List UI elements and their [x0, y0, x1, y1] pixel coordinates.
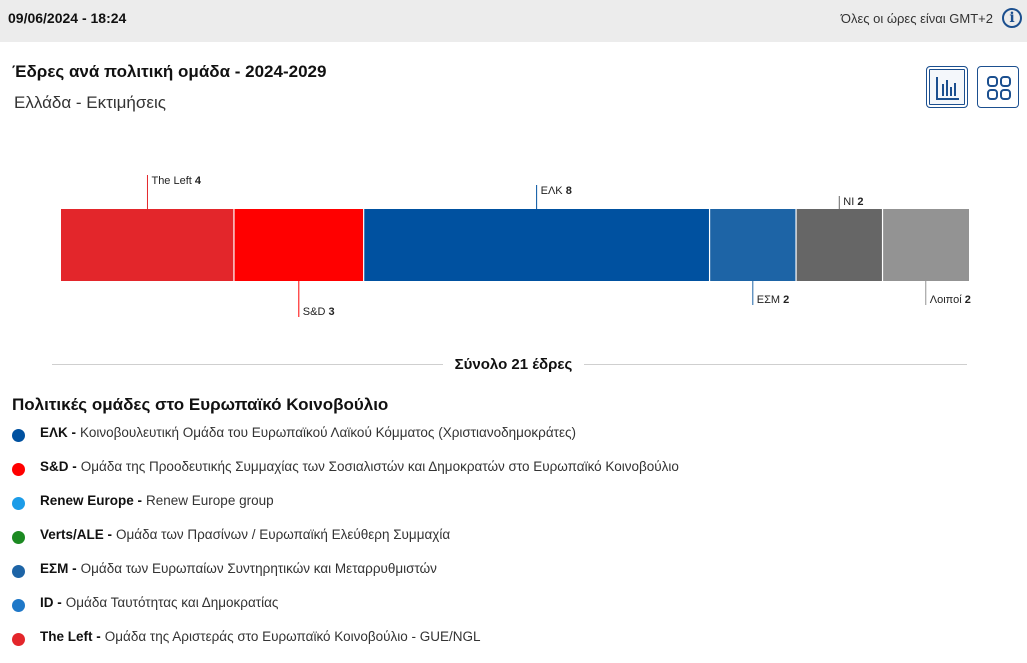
legend-abbr: S&D -: [40, 459, 77, 474]
page-title: Έδρες ανά πολιτική ομάδα - 2024-2029: [12, 62, 327, 81]
segment-label-name: Λοιποί: [930, 294, 965, 306]
timezone-note: Όλες οι ώρες είναι GMT+2: [840, 11, 993, 26]
legend-desc: Ομάδα της Προοδευτικής Συμμαχίας των Σοσ…: [80, 459, 679, 474]
segment-label-name: ΕΛΚ: [541, 185, 566, 197]
legend-dot-icon: [12, 599, 25, 612]
legend-abbr: Verts/ALE -: [40, 527, 113, 542]
total-seats: Σύνολο 21 έδρες: [0, 356, 1027, 373]
legend-desc: Renew Europe group: [146, 493, 274, 508]
bar-segment: [233, 209, 364, 281]
bar-segment: [709, 209, 797, 281]
segment-label-name: ΕΣΜ: [757, 294, 783, 306]
page-subtitle: Ελλάδα - Εκτιμήσεις: [14, 93, 166, 112]
legend-list: ΕΛΚ - Κοινοβουλευτική Ομάδα του Ευρωπαϊκο…: [12, 425, 679, 663]
legend-desc: Ομάδα των Πρασίνων / Ευρωπαϊκή Ελεύθερη …: [116, 527, 451, 542]
legend-abbr: The Left -: [40, 629, 101, 644]
legend-item: ID - Ομάδα Ταυτότητας και Δημοκρατίας: [12, 595, 679, 629]
info-icon[interactable]: i: [1002, 8, 1022, 28]
segment-label-value: 3: [328, 306, 334, 318]
segment-label: NI 2: [843, 196, 863, 208]
legend-dot-icon: [12, 463, 25, 476]
legend-desc: Κοινοβουλευτική Ομάδα του Ευρωπαϊκού Λαϊ…: [80, 425, 576, 440]
bar-chart-icon: [936, 77, 959, 100]
legend-item: ΕΣΜ - Ομάδα των Ευρωπαίων Συντηρητικών κα…: [12, 561, 679, 595]
segment-label-value: 2: [783, 294, 789, 306]
bar-segment: [796, 209, 883, 281]
legend-dot-icon: [12, 429, 25, 442]
segment-label: ΕΛΚ 8: [541, 185, 572, 197]
legend-dot-icon: [12, 633, 25, 646]
legend-item: ΕΛΚ - Κοινοβουλευτική Ομάδα του Ευρωπαϊκο…: [12, 425, 679, 459]
segment-label: ΕΣΜ 2: [757, 294, 789, 306]
bar-segment: [363, 209, 710, 281]
segment-label-name: The Left: [151, 175, 194, 187]
bar-segment: [882, 209, 969, 281]
legend-desc: Ομάδα των Ευρωπαίων Συντηρητικών και Μετ…: [80, 561, 437, 576]
segment-label-name: NI: [843, 196, 857, 208]
segment-label: Λοιποί 2: [930, 294, 971, 306]
legend-item: The Left - Ομάδα της Αριστεράς στο Ευρωπα…: [12, 629, 679, 663]
legend-dot-icon: [12, 531, 25, 544]
segment-label-value: 4: [195, 175, 202, 187]
legend-dot-icon: [12, 565, 25, 578]
segment-label-value: 8: [566, 185, 572, 197]
legend-abbr: ΕΛΚ -: [40, 425, 77, 440]
grid-view-button[interactable]: [977, 66, 1019, 108]
segment-label: S&D 3: [303, 306, 335, 318]
segment-label-name: S&D: [303, 306, 329, 318]
top-bar: 09/06/2024 - 18:24 Όλες οι ώρες είναι GM…: [0, 0, 1027, 42]
legend-item: Renew Europe - Renew Europe group: [12, 493, 679, 527]
legend-item: S&D - Ομάδα της Προοδευτικής Συμμαχίας τω…: [12, 459, 679, 493]
legend-abbr: ΕΣΜ -: [40, 561, 77, 576]
datetime: 09/06/2024 - 18:24: [8, 10, 127, 26]
legend-item: Verts/ALE - Ομάδα των Πρασίνων / Ευρωπαϊκ…: [12, 527, 679, 561]
legend-desc: Ομάδα Ταυτότητας και Δημοκρατίας: [65, 595, 279, 610]
segment-label: The Left 4: [151, 175, 201, 187]
legend-abbr: ID -: [40, 595, 62, 610]
segment-label-value: 2: [965, 294, 971, 306]
grid-icon: [987, 76, 1011, 100]
legend-dot-icon: [12, 497, 25, 510]
bar-chart-view-button[interactable]: [926, 66, 968, 108]
legend-title: Πολιτικές ομάδες στο Ευρωπαϊκό Κοινοβούλ…: [12, 395, 389, 414]
legend-abbr: Renew Europe -: [40, 493, 143, 508]
bar-segment: [61, 209, 234, 281]
segment-label-value: 2: [857, 196, 863, 208]
legend-desc: Ομάδα της Αριστεράς στο Ευρωπαϊκό Κοινοβ…: [104, 629, 481, 644]
